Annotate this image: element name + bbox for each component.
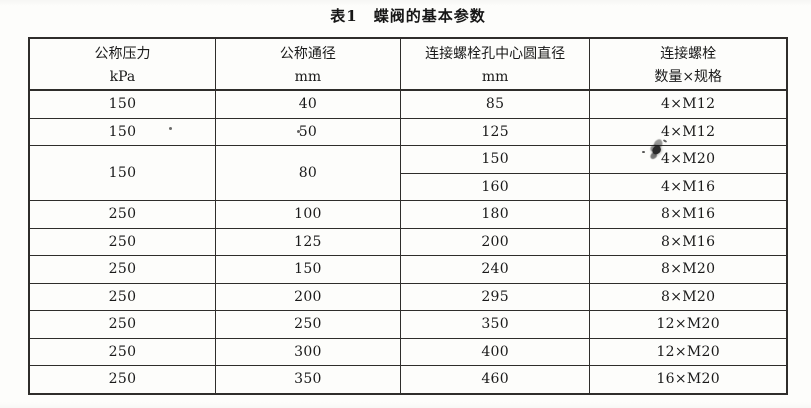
cell-bolts: 4×M20 <box>589 145 788 174</box>
table-row: 150 40 85 4×M12 <box>28 89 788 119</box>
cell-bolts: 8×M20 <box>589 255 788 284</box>
cell-pressure: 250 <box>28 310 216 339</box>
table-row: 250 200 295 8×M20 <box>28 282 788 311</box>
header-bolts-label: 连接螺栓 <box>660 45 717 62</box>
cell-dn: 200 <box>214 282 401 311</box>
table-row: 250 250 350 12×M20 <box>28 310 788 339</box>
header-nominal-diameter: 公称通径 mm <box>214 37 401 91</box>
cell-bolts: 8×M20 <box>589 282 788 311</box>
table-row: 250 350 460 16×M20 <box>28 365 788 394</box>
cell-bolt-circle: 460 <box>399 365 591 394</box>
header-pressure-unit: kPa <box>109 68 136 85</box>
cell-pressure: 250 <box>28 337 216 366</box>
cell-bolts: 12×M20 <box>589 310 788 339</box>
cell-dn: 250 <box>214 310 401 339</box>
header-pressure: 公称压力 kPa <box>28 37 216 91</box>
cell-bolts: 8×M16 <box>589 200 788 229</box>
cell-pressure-merged: 150 <box>28 145 216 201</box>
cell-bolt-circle: 350 <box>399 310 591 339</box>
table-title: 表1 蝶阀的基本参数 <box>28 5 788 26</box>
cell-bolt-circle: 240 <box>399 255 591 284</box>
cell-bolt-circle: 150 <box>399 145 591 174</box>
cell-dn-merged: 80 <box>214 145 401 201</box>
cell-dn: 40 <box>214 89 401 119</box>
butterfly-valve-parameters-table: 公称压力 kPa 公称通径 mm 连接螺栓孔中心圆直径 mm 连接螺栓 数量×规… <box>28 37 788 395</box>
table-number: 表1 <box>330 7 358 25</box>
cell-bolts: 4×M12 <box>589 89 788 119</box>
table-row: 250 150 240 8×M20 <box>28 255 788 284</box>
header-bolt-circle-label: 连接螺栓孔中心圆直径 <box>425 45 566 62</box>
table-row: 160 4×M16 <box>29 172 788 201</box>
cell-bolt-circle: 160 <box>399 172 591 201</box>
cell-dn: 50 <box>214 117 401 146</box>
cell-pressure: 250 <box>28 282 216 311</box>
header-row: 公称压力 kPa 公称通径 mm 连接螺栓孔中心圆直径 mm 连接螺栓 数量×规… <box>28 37 788 91</box>
header-bolt-circle-unit: mm <box>481 68 509 85</box>
cell-bolt-circle: 125 <box>399 117 591 146</box>
header-bolts-unit: 数量×规格 <box>654 68 723 85</box>
header-bolts: 连接螺栓 数量×规格 <box>589 37 788 91</box>
header-pressure-label: 公称压力 <box>94 45 151 62</box>
table-row: 150 80 150 4×M20 <box>28 145 788 201</box>
cell-bolts: 4×M16 <box>589 172 788 201</box>
table-caption: 蝶阀的基本参数 <box>373 7 486 25</box>
header-bolt-circle: 连接螺栓孔中心圆直径 mm <box>399 37 591 91</box>
cell-dn: 350 <box>214 365 401 394</box>
table-row: 250 100 180 8×M16 <box>28 200 788 229</box>
cell-pressure: 250 <box>28 255 216 284</box>
cell-bolt-circle: 295 <box>399 282 591 311</box>
cell-pressure: 250 <box>28 227 216 256</box>
cell-bolts: 12×M20 <box>589 337 788 366</box>
cell-bolts: 8×M16 <box>589 227 788 256</box>
cell-dn: 125 <box>214 227 401 256</box>
table-row: 250 125 200 8×M16 <box>28 227 788 256</box>
cell-bolts: 4×M12 <box>589 117 788 146</box>
cell-dn: 100 <box>214 200 401 229</box>
cell-bolt-circle: 180 <box>399 200 591 229</box>
table-row: 150 50 125 4×M12 <box>28 117 788 146</box>
cell-pressure: 150 <box>28 117 216 146</box>
cell-pressure: 150 <box>28 89 216 119</box>
cell-bolt-circle: 400 <box>399 337 591 366</box>
cell-dn: 300 <box>214 337 401 366</box>
cell-bolts: 16×M20 <box>589 365 788 394</box>
cell-bolt-circle: 85 <box>399 89 591 119</box>
cell-pressure: 250 <box>28 200 216 229</box>
header-nominal-diameter-unit: mm <box>294 68 322 85</box>
cell-dn: 150 <box>214 255 401 284</box>
header-nominal-diameter-label: 公称通径 <box>279 45 336 62</box>
cell-bolt-circle: 200 <box>399 227 591 256</box>
cell-pressure: 250 <box>28 365 216 394</box>
table-row: 250 300 400 12×M20 <box>28 337 788 366</box>
